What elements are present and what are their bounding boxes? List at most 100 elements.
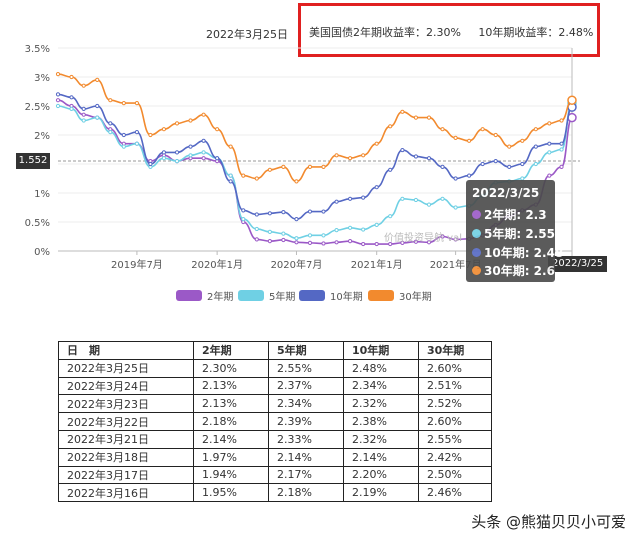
- data-point: [201, 156, 206, 161]
- legend-item-10y[interactable]: 10年期: [299, 288, 363, 303]
- x-tick-label: 2021年1月: [351, 258, 403, 271]
- data-point: [400, 147, 405, 153]
- table-row: 2022年3月17日 1.94% 2.17% 2.20% 2.50%: [58, 465, 492, 485]
- legend-item-30y[interactable]: 30年期: [368, 288, 432, 303]
- table-cell: 2022年3月21日: [58, 429, 194, 449]
- data-point: [374, 185, 379, 190]
- legend-swatch: [299, 290, 325, 301]
- tooltip-row: 2年期: 2.3: [472, 206, 547, 223]
- data-point: [201, 112, 206, 117]
- series-line: [57, 73, 573, 183]
- chart-tooltip: 2022/3/25 2年期: 2.3 5年期: 2.55 10年期: 2.48 …: [466, 180, 563, 282]
- data-point: [267, 239, 272, 244]
- table-header-cell: 日 期: [58, 341, 194, 360]
- data-point: [334, 199, 339, 204]
- data-point: [281, 210, 286, 215]
- x-tick-label: 2020年1月: [191, 258, 243, 271]
- data-point: [241, 208, 246, 213]
- crosshair-y-value: 1.552: [16, 152, 50, 169]
- data-point: [334, 228, 339, 233]
- data-point: [413, 154, 419, 159]
- yield-table: 日 期 2年期 5年期 10年期 30年期 2022年3月25日 2.30% 2.5…: [58, 341, 492, 503]
- data-point: [374, 222, 379, 227]
- data-point: [374, 241, 379, 247]
- data-point: [294, 179, 299, 184]
- table-header-cell: 10年期: [343, 341, 419, 360]
- data-point: [121, 144, 126, 149]
- data-point: [321, 164, 326, 169]
- data-point: [559, 118, 564, 123]
- data-point: [121, 132, 126, 138]
- data-point: [174, 150, 180, 155]
- x-tick-label: 2019年7月: [111, 258, 163, 271]
- chart-date: 2022年3月25日: [206, 28, 288, 41]
- data-point: [361, 195, 366, 200]
- table-cell: 2022年3月22日: [58, 412, 194, 431]
- table-row: 2022年3月16日 1.95% 2.18% 2.19% 2.46%: [58, 483, 492, 503]
- table-cell: 2022年3月24日: [58, 376, 194, 396]
- data-point: [547, 150, 552, 155]
- data-point: [55, 98, 61, 103]
- data-point: [347, 239, 353, 244]
- data-point: [228, 173, 233, 178]
- data-point: [55, 103, 61, 109]
- data-point: [559, 147, 564, 152]
- data-point: [567, 95, 577, 105]
- data-point: [95, 77, 100, 83]
- table-cell: 2.51%: [418, 376, 492, 396]
- data-point: [400, 196, 405, 201]
- data-point: [453, 135, 458, 140]
- data-point: [254, 237, 259, 242]
- y-tick-label: 3%: [34, 73, 50, 84]
- table-cell: 1.97%: [193, 447, 269, 467]
- data-point: [374, 141, 379, 146]
- data-point: [69, 106, 74, 112]
- chart-watermark: 价值投资导航 val: [384, 233, 463, 244]
- data-point: [493, 132, 498, 138]
- legend-swatch: [238, 290, 264, 301]
- data-point: [321, 209, 326, 214]
- y-tick-label: 0%: [34, 247, 50, 258]
- data-point: [507, 164, 512, 169]
- table-cell: 2.34%: [343, 376, 419, 396]
- data-point: [453, 176, 458, 181]
- tooltip-row-label: 30年期: 2.6: [484, 264, 555, 278]
- data-point: [388, 214, 393, 219]
- data-point: [188, 144, 193, 149]
- series-color-dot: [472, 248, 481, 257]
- data-point: [55, 72, 61, 77]
- table-cell: 2.42%: [418, 447, 492, 467]
- data-point: [413, 197, 419, 203]
- legend-swatch: [176, 290, 202, 301]
- table-cell: 2.14%: [268, 447, 344, 467]
- crosshair-x-label: 2022/3/25: [548, 256, 608, 272]
- data-point: [188, 153, 193, 158]
- y-tick-label: 0.5%: [25, 218, 50, 229]
- data-point: [254, 226, 259, 232]
- x-axis: 2019年7月 2020年1月 2020年7月 2021年1月 2021年7月: [111, 251, 482, 271]
- data-point: [69, 74, 74, 80]
- table-cell: 2022年3月18日: [58, 447, 194, 467]
- data-point: [480, 127, 485, 132]
- legend-item-2y[interactable]: 2年期: [176, 288, 233, 303]
- tooltip-row: 5年期: 2.55: [472, 225, 555, 242]
- table-cell: 2.60%: [418, 358, 492, 378]
- data-point: [334, 153, 339, 158]
- series-30年期: [55, 72, 577, 184]
- data-point: [307, 240, 313, 245]
- data-point: [533, 127, 538, 132]
- data-point: [81, 112, 86, 117]
- data-point: [161, 156, 167, 161]
- y-axis: 0%0.5%1%1.5%2%2.5%3%3.5%: [25, 44, 50, 258]
- legend-item-5y[interactable]: 5年期: [238, 288, 295, 303]
- author-watermark: 头条 @熊猫贝贝小可爱: [471, 513, 626, 531]
- table-row: 2022年3月23日 2.13% 2.34% 2.32% 2.52%: [58, 394, 492, 414]
- data-point: [121, 101, 126, 106]
- data-point: [267, 167, 272, 172]
- table-header-row: 日 期 2年期 5年期 10年期 30年期: [58, 341, 492, 360]
- data-point: [453, 205, 458, 210]
- data-point: [334, 240, 339, 245]
- table-header-cell: 5年期: [268, 341, 344, 360]
- table-cell: 2.18%: [268, 483, 344, 503]
- table-cell: 2.37%: [268, 376, 344, 396]
